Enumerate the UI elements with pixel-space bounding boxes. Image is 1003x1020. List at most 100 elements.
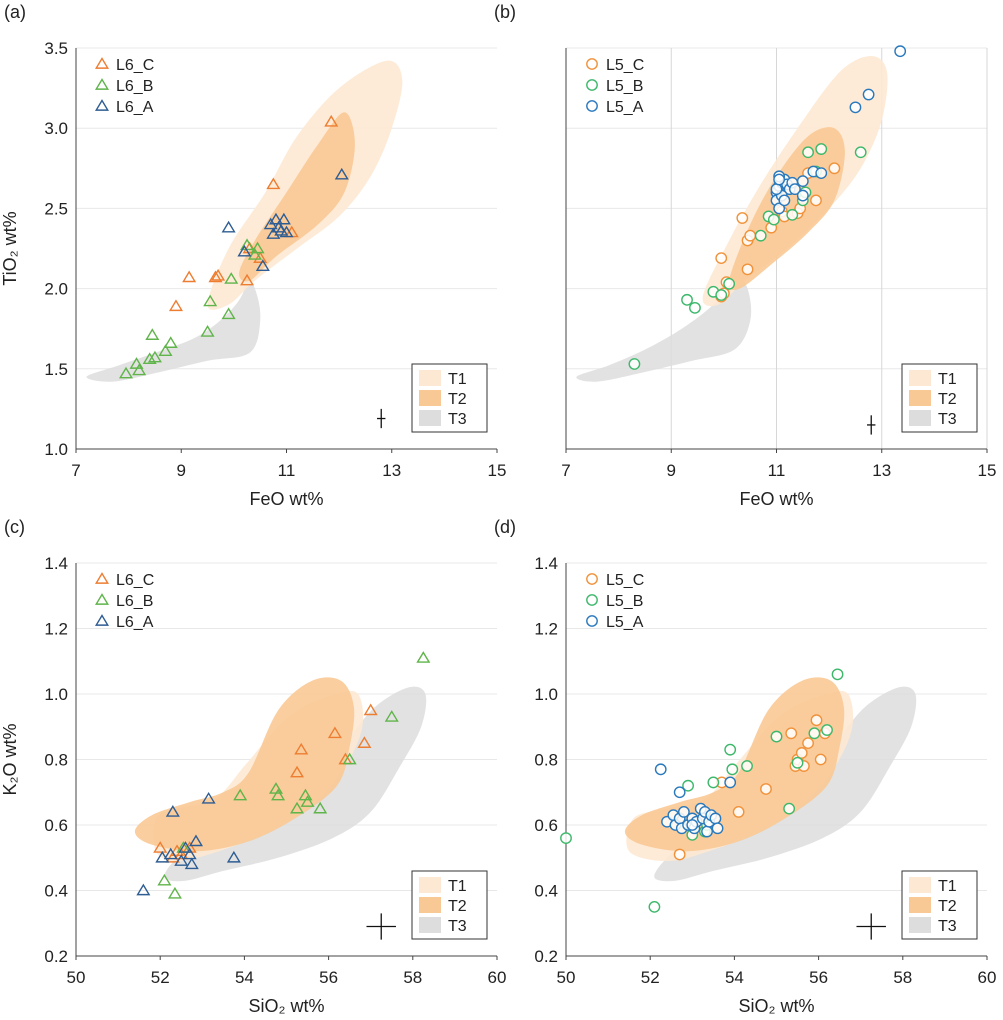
data-point [237, 244, 252, 257]
x-tick-label: 60 [978, 968, 997, 987]
data-point [673, 786, 686, 799]
data-point [724, 743, 737, 756]
data-point [773, 173, 786, 186]
legend-label: L6_C [116, 57, 154, 74]
data-point [118, 366, 134, 379]
legend-marker [586, 573, 598, 585]
data-point [250, 241, 265, 254]
x-tick-label: 58 [403, 968, 422, 987]
x-tick-label: 15 [488, 461, 507, 480]
y-tick-label: 1.4 [44, 554, 68, 573]
legend-label: T1 [938, 878, 957, 895]
legend-swatch-t3 [909, 917, 931, 933]
data-point [416, 651, 431, 663]
data-point [789, 183, 801, 196]
data-point [785, 727, 798, 740]
legend-label: T2 [938, 898, 957, 915]
y-tick-label: 1.2 [534, 620, 558, 639]
data-point [184, 857, 199, 870]
legend-label: L6_B [116, 78, 153, 95]
data-point [208, 270, 223, 283]
legend-marker [586, 615, 598, 627]
y-tick-label: 0.2 [534, 947, 558, 966]
data-point [814, 753, 827, 766]
data-point [796, 175, 809, 188]
y-tick-label: 2.5 [44, 199, 68, 218]
data-point [163, 336, 178, 348]
y-tick-label: 0.6 [534, 816, 558, 835]
data-point [182, 270, 197, 283]
panel-label: (b) [494, 2, 516, 22]
y-tick-label: 1.5 [44, 360, 68, 379]
data-point [821, 724, 833, 736]
data-point [808, 727, 821, 740]
field-t3 [86, 264, 261, 382]
legend-label: L6_A [116, 99, 154, 116]
legend-label: L5_B [606, 78, 643, 95]
x-tick-label: 15 [978, 461, 997, 480]
data-point [163, 847, 178, 860]
data-point [147, 350, 162, 363]
data-point [760, 783, 772, 795]
data-point [300, 795, 315, 807]
data-point [224, 272, 239, 284]
x-tick-label: 52 [151, 968, 170, 987]
legend-swatch-t3 [909, 410, 931, 426]
data-point [188, 834, 203, 847]
series-l5-a [770, 45, 907, 215]
field-t3 [576, 264, 752, 382]
y-tick-label: 2.0 [44, 280, 68, 299]
data-point [201, 791, 216, 804]
series-l5-b [628, 143, 867, 370]
x-tick-label: 60 [488, 968, 507, 987]
legend-marker [94, 99, 110, 111]
shading-legend: T1 T2 T3 [901, 870, 978, 940]
data-point [334, 167, 349, 180]
data-point [778, 194, 791, 207]
data-point [711, 822, 724, 835]
legend-marker [94, 57, 110, 69]
legend-label: T2 [448, 391, 467, 408]
legend-swatch-t1 [419, 877, 441, 893]
legend-marker [94, 78, 110, 90]
series-l6-a [136, 791, 241, 896]
data-point [783, 802, 796, 815]
data-point [240, 273, 255, 286]
x-tick-label: 13 [872, 461, 891, 480]
data-point [682, 779, 694, 792]
legend-label: L5_C [606, 572, 644, 589]
x-tick-label: 50 [67, 968, 86, 987]
y-axis-title: K₂O wt% [0, 724, 20, 796]
data-point [741, 263, 754, 276]
data-point [654, 763, 667, 776]
data-point [628, 358, 641, 370]
x-tick-label: 7 [71, 461, 80, 480]
data-point [732, 806, 745, 818]
y-tick-label: 0.6 [44, 816, 68, 835]
data-point [268, 212, 283, 225]
data-point [145, 328, 160, 340]
data-point [165, 805, 180, 817]
data-point [132, 363, 147, 376]
y-tick-label: 0.8 [44, 751, 68, 770]
data-point [182, 847, 197, 860]
data-point [802, 146, 814, 159]
legend-swatch-t1 [419, 370, 441, 386]
data-point [255, 259, 270, 271]
legend-label: T3 [448, 918, 467, 935]
data-point [862, 88, 875, 101]
legend-label: T1 [448, 878, 467, 895]
series-legend: L6_C L6_B L6_A [94, 572, 154, 631]
data-point [136, 883, 151, 896]
legend-label: T1 [448, 371, 467, 388]
data-point [744, 229, 757, 242]
x-tick-label: 9 [667, 461, 676, 480]
data-point [770, 183, 783, 196]
y-tick-label: 1.4 [534, 554, 558, 573]
data-point [327, 726, 342, 739]
x-tick-label: 11 [278, 461, 296, 480]
legend-label: T2 [938, 391, 957, 408]
legend-label: L5_B [606, 593, 643, 610]
data-point [294, 742, 309, 755]
legend-marker [94, 593, 110, 605]
